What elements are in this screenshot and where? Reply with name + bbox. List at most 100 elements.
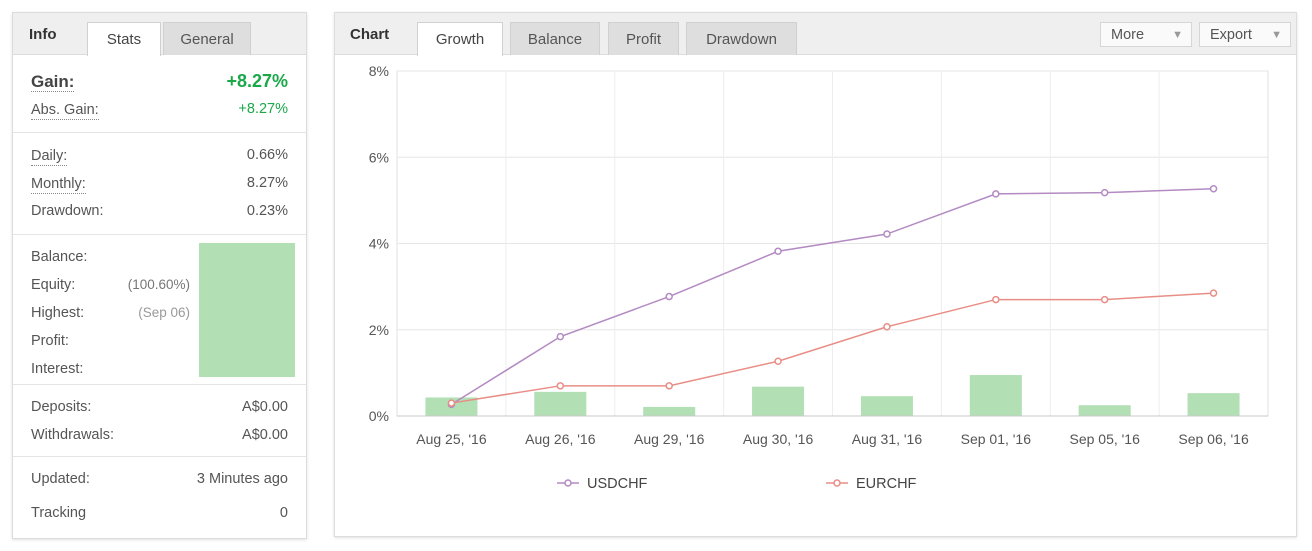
- chevron-down-icon: ▼: [1172, 23, 1183, 48]
- legend-marker: [565, 480, 571, 486]
- highest-note: (Sep 06): [138, 299, 190, 327]
- data-point-usdchf[interactable]: [666, 294, 672, 300]
- data-point-usdchf[interactable]: [993, 191, 999, 197]
- chart-bar[interactable]: [534, 392, 586, 416]
- data-point-eurchf[interactable]: [1102, 297, 1108, 303]
- updated-row: Updated: 3 Minutes ago: [31, 465, 288, 493]
- daily-value: 0.66%: [247, 141, 288, 169]
- deposits-section: Deposits: A$0.00 Withdrawals: A$0.00: [13, 385, 306, 457]
- y-tick-label: 6%: [369, 149, 389, 165]
- chart-bar[interactable]: [752, 387, 804, 416]
- x-tick-label: Sep 05, '16: [1069, 431, 1140, 447]
- x-tick-label: Aug 29, '16: [634, 431, 705, 447]
- tab-stats[interactable]: Stats: [87, 22, 161, 56]
- monthly-value: 8.27%: [247, 169, 288, 197]
- legend-marker: [834, 480, 840, 486]
- tab-general[interactable]: General: [163, 22, 251, 55]
- more-dropdown[interactable]: More ▼: [1100, 22, 1192, 47]
- x-tick-label: Aug 26, '16: [525, 431, 596, 447]
- y-tick-label: 2%: [369, 322, 389, 338]
- y-tick-label: 4%: [369, 236, 389, 252]
- data-point-usdchf[interactable]: [1211, 186, 1217, 192]
- chart-legend[interactable]: USDCHF EURCHF: [557, 476, 917, 492]
- data-point-usdchf[interactable]: [1102, 190, 1108, 196]
- monthly-label[interactable]: Monthly:: [31, 175, 86, 194]
- tab-balance[interactable]: Balance: [510, 22, 600, 55]
- data-point-eurchf[interactable]: [884, 324, 890, 330]
- x-tick-label: Aug 30, '16: [743, 431, 814, 447]
- gain-row: Gain: +8.27%: [31, 67, 288, 95]
- updated-label: Updated:: [31, 465, 90, 493]
- data-point-usdchf[interactable]: [884, 231, 890, 237]
- tab-profit[interactable]: Profit: [608, 22, 679, 55]
- daily-label[interactable]: Daily:: [31, 147, 67, 166]
- deposits-label: Deposits:: [31, 393, 91, 421]
- highest-label: Highest:: [31, 299, 84, 327]
- chart-bar[interactable]: [861, 396, 913, 416]
- equity-label: Equity:: [31, 271, 75, 299]
- chart-tabbar: Chart Growth Balance Profit Drawdown Mor…: [335, 13, 1296, 55]
- y-tick-label: 0%: [369, 408, 389, 424]
- data-point-usdchf[interactable]: [775, 248, 781, 254]
- data-point-eurchf[interactable]: [775, 358, 781, 364]
- tab-growth[interactable]: Growth: [417, 22, 503, 56]
- export-dropdown[interactable]: Export ▼: [1199, 22, 1291, 47]
- drawdown-row: Drawdown: 0.23%: [31, 197, 288, 225]
- drawdown-label: Drawdown:: [31, 197, 104, 225]
- updated-section: Updated: 3 Minutes ago Tracking 0: [13, 457, 306, 537]
- abs-gain-label[interactable]: Abs. Gain:: [31, 101, 99, 120]
- info-tabbar: Info Stats General: [13, 13, 306, 55]
- data-point-eurchf[interactable]: [666, 383, 672, 389]
- legend-label: EURCHF: [856, 476, 917, 492]
- tracking-row: Tracking 0: [31, 499, 288, 527]
- chart-axes: 0% 2% 4% 6% 8% Aug 25, '16 Aug 26, '16 Aug 29, …: [369, 63, 1268, 447]
- abs-gain-value: +8.27%: [238, 95, 288, 123]
- more-label: More: [1111, 27, 1144, 43]
- data-point-eurchf[interactable]: [557, 383, 563, 389]
- monthly-row: Monthly: 8.27%: [31, 169, 288, 197]
- chart-bar[interactable]: [1079, 405, 1131, 416]
- chart-tab-label: Chart: [350, 13, 389, 55]
- info-tab-label: Info: [29, 13, 57, 55]
- deposits-value: A$0.00: [242, 393, 288, 421]
- info-panel: Info Stats General Gain: +8.27% Abs. Gai…: [12, 12, 307, 539]
- hidden-values-block: [199, 243, 295, 377]
- x-tick-label: Sep 06, '16: [1178, 431, 1249, 447]
- tracking-value: 0: [280, 499, 288, 527]
- rates-section: Daily: 0.66% Monthly: 8.27% Drawdown: 0.…: [13, 133, 306, 235]
- daily-row: Daily: 0.66%: [31, 141, 288, 169]
- withdrawals-label: Withdrawals:: [31, 421, 114, 449]
- profit-label: Profit:: [31, 327, 69, 355]
- withdrawals-value: A$0.00: [242, 421, 288, 449]
- data-point-eurchf[interactable]: [993, 297, 999, 303]
- data-point-eurchf[interactable]: [448, 400, 454, 406]
- tab-drawdown[interactable]: Drawdown: [686, 22, 797, 55]
- abs-gain-row: Abs. Gain: +8.27%: [31, 95, 288, 123]
- updated-value: 3 Minutes ago: [197, 465, 288, 493]
- chart-bar[interactable]: [970, 375, 1022, 416]
- chart-grid: [397, 71, 1268, 416]
- interest-label: Interest:: [31, 355, 83, 383]
- drawdown-value: 0.23%: [247, 197, 288, 225]
- x-tick-label: Sep 01, '16: [961, 431, 1032, 447]
- balance-section: Balance: Equity: (100.60%) Highest: (Sep…: [13, 235, 306, 385]
- chevron-down-icon: ▼: [1271, 23, 1282, 48]
- y-tick-label: 8%: [369, 63, 389, 79]
- equity-note: (100.60%): [128, 271, 190, 299]
- withdrawals-row: Withdrawals: A$0.00: [31, 421, 288, 449]
- gain-section: Gain: +8.27% Abs. Gain: +8.27%: [13, 55, 306, 133]
- chart-bar[interactable]: [643, 407, 695, 416]
- data-point-eurchf[interactable]: [1211, 290, 1217, 296]
- legend-item-eurchf[interactable]: EURCHF: [826, 476, 917, 492]
- data-point-usdchf[interactable]: [557, 334, 563, 340]
- chart-panel: Chart Growth Balance Profit Drawdown Mor…: [334, 12, 1297, 537]
- x-tick-label: Aug 25, '16: [416, 431, 487, 447]
- chart-bar[interactable]: [1188, 393, 1240, 416]
- growth-chart[interactable]: 0% 2% 4% 6% 8% Aug 25, '16 Aug 26, '16 Aug 29, …: [335, 55, 1296, 535]
- x-tick-label: Aug 31, '16: [852, 431, 923, 447]
- tracking-label: Tracking: [31, 499, 86, 527]
- deposits-row: Deposits: A$0.00: [31, 393, 288, 421]
- gain-label[interactable]: Gain:: [31, 73, 74, 92]
- legend-item-usdchf[interactable]: USDCHF: [557, 476, 648, 492]
- legend-label: USDCHF: [587, 476, 648, 492]
